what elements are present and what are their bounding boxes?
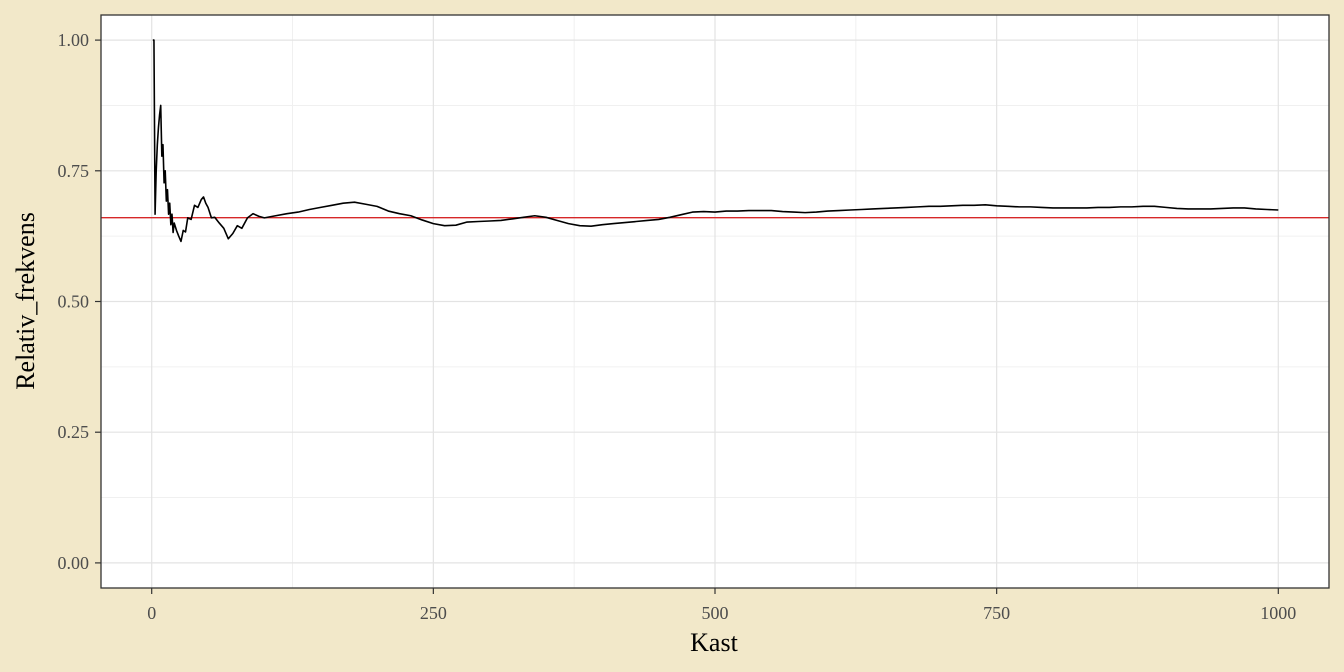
x-tick-label: 500 <box>702 603 729 623</box>
y-tick-label: 1.00 <box>58 30 90 50</box>
x-tick-label: 750 <box>983 603 1010 623</box>
y-tick-label: 0.00 <box>58 553 90 573</box>
y-tick-label: 0.25 <box>58 422 90 442</box>
y-tick-label: 0.75 <box>58 161 90 181</box>
y-tick-label: 0.50 <box>58 292 90 312</box>
relative-frequency-line <box>152 39 1279 243</box>
major-gridlines <box>101 15 1329 588</box>
x-axis-title: Kast <box>690 628 738 657</box>
x-tick-label: 250 <box>420 603 447 623</box>
y-axis-title: Relativ_frekvens <box>11 212 40 390</box>
x-tick-label: 0 <box>147 603 156 623</box>
x-tick-label: 1000 <box>1260 603 1296 623</box>
y-axis-ticks: 0.00 0.25 0.50 0.75 1.00 <box>58 30 101 573</box>
x-axis-ticks: 0 250 500 750 1000 <box>147 588 1296 623</box>
